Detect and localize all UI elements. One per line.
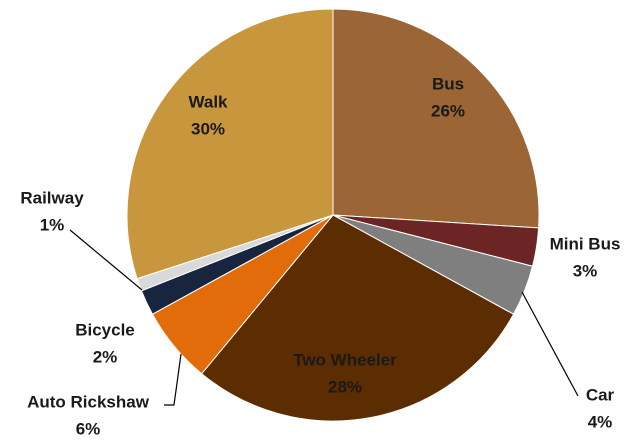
- slice-value: 30%: [191, 119, 225, 138]
- leader-line: [164, 353, 182, 406]
- slice-value: 1%: [40, 215, 65, 234]
- slice-value: 3%: [573, 261, 598, 280]
- slice-label: Auto Rickshaw: [27, 392, 150, 411]
- slice-value: 26%: [431, 101, 465, 120]
- slice-value: 28%: [328, 377, 362, 396]
- slice-value: 4%: [588, 412, 613, 431]
- leader-line: [69, 229, 143, 291]
- slice-label: Car: [586, 385, 615, 404]
- slice-value: 6%: [76, 419, 101, 438]
- pie-slice: [332, 8, 540, 229]
- slice-label: Railway: [20, 188, 84, 207]
- slice-label: Bicycle: [75, 320, 135, 339]
- slice-label: Walk: [188, 92, 228, 111]
- slice-label: Two Wheeler: [293, 350, 397, 369]
- slice-value: 2%: [93, 347, 118, 366]
- slice-label: Mini Bus: [550, 234, 621, 253]
- pie-slice: [126, 8, 334, 280]
- slice-label: Bus: [432, 74, 464, 93]
- leader-line: [521, 291, 579, 397]
- pie-slice: [200, 214, 515, 422]
